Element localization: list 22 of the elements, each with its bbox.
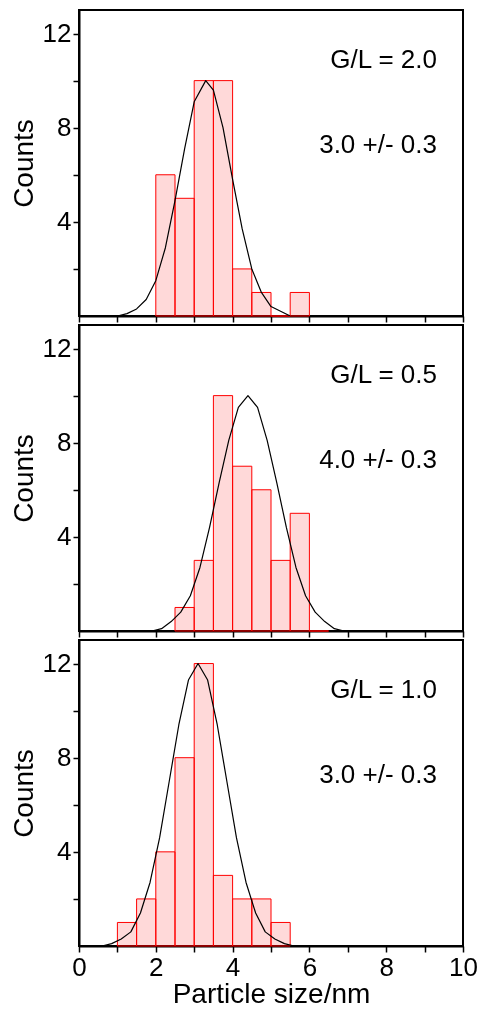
x-tick-label: 2: [149, 951, 164, 982]
y-tick-label: 4: [57, 521, 72, 552]
x-tick-label: 0: [72, 951, 87, 982]
annotation: G/L = 1.0: [330, 674, 437, 704]
y-tick-label: 12: [42, 648, 72, 679]
y-tick-label: 8: [57, 742, 72, 773]
y-tick-label: 12: [42, 333, 72, 364]
y-tick-label: 8: [57, 427, 72, 458]
annotation: 3.0 +/- 0.3: [319, 129, 437, 159]
annotation: G/L = 2.0: [330, 44, 437, 74]
y-tick-label: 8: [57, 112, 72, 143]
x-tick-label: 8: [379, 951, 394, 982]
y-tick-label: 12: [42, 18, 72, 49]
x-tick-label: 10: [449, 951, 478, 982]
y-axis-title: Counts: [7, 119, 39, 208]
annotation: G/L = 0.5: [330, 359, 437, 389]
y-axis-title: Counts: [7, 434, 39, 523]
annotation: 3.0 +/- 0.3: [319, 759, 437, 789]
annotation: 4.0 +/- 0.3: [319, 444, 437, 474]
y-axis-title: Counts: [7, 749, 39, 838]
y-tick-label: 4: [57, 206, 72, 237]
y-tick-label: 4: [57, 836, 72, 867]
